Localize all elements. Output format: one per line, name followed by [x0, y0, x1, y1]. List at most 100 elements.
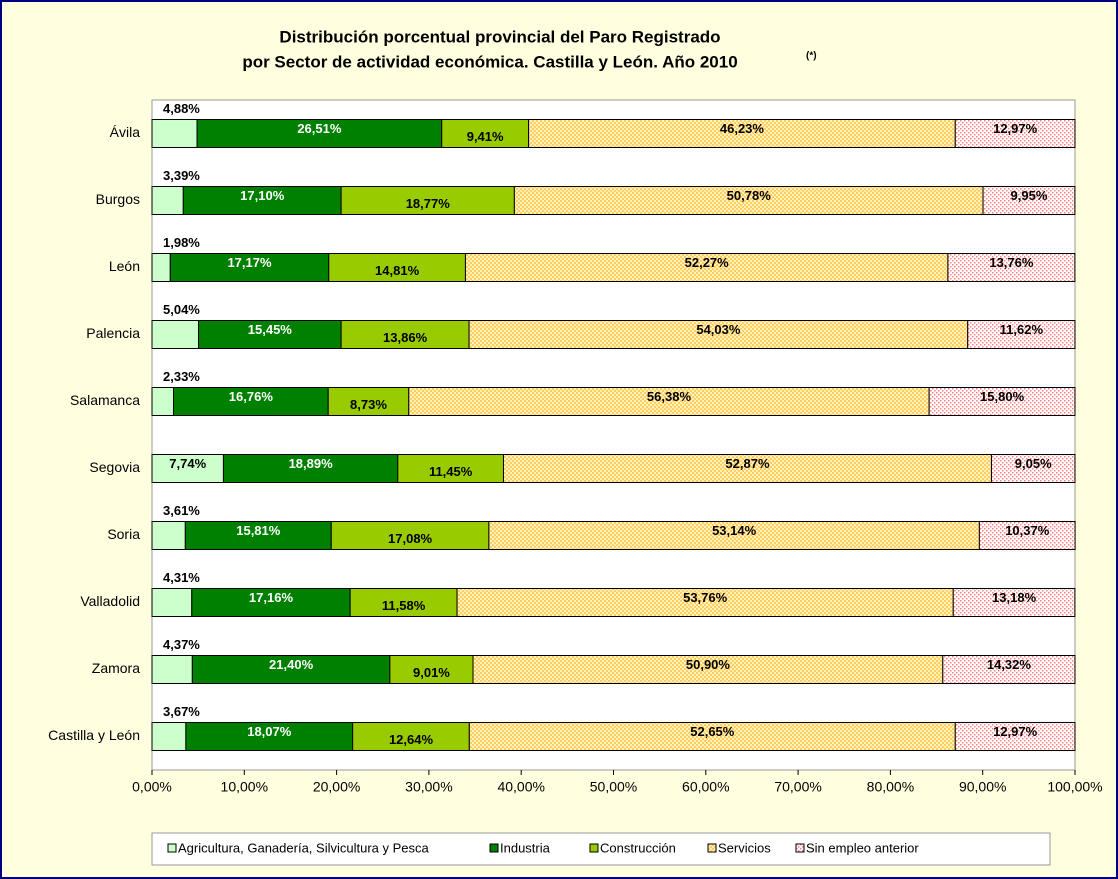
data-label: 9,01%	[413, 665, 450, 680]
bar-segment	[330, 521, 490, 550]
bar-segment	[340, 320, 470, 349]
legend-swatch	[589, 843, 599, 853]
y-tick-label: León	[109, 258, 140, 274]
bar-segment	[327, 387, 410, 416]
data-label: 52,65%	[690, 724, 735, 739]
bar-segment	[947, 253, 1076, 282]
data-label: 50,78%	[727, 188, 772, 203]
legend-label: Industria	[500, 840, 551, 855]
data-label: 16,76%	[229, 389, 274, 404]
bar-segment	[151, 521, 186, 550]
data-label: 18,89%	[289, 456, 334, 471]
x-tick-label: 70,00%	[774, 779, 821, 795]
x-tick-label: 10,00%	[221, 779, 268, 795]
data-label: 17,16%	[249, 590, 294, 605]
data-label: 17,17%	[227, 255, 272, 270]
x-tick-label: 20,00%	[313, 779, 360, 795]
bar-segment	[340, 186, 515, 215]
y-tick-label: Palencia	[86, 325, 140, 341]
data-label: 14,32%	[987, 657, 1032, 672]
data-label: 7,74%	[169, 456, 206, 471]
bar-segment	[185, 722, 354, 751]
bar-segment	[990, 454, 1076, 483]
data-label: 3,67%	[163, 704, 200, 719]
bar-segment	[191, 655, 391, 684]
data-label: 13,86%	[383, 330, 428, 345]
data-label: 5,04%	[163, 302, 200, 317]
x-tick-label: 40,00%	[497, 779, 544, 795]
bar-segment	[151, 454, 224, 483]
x-tick-label: 0,00%	[132, 779, 172, 795]
data-label: 11,62%	[1000, 322, 1044, 337]
data-label: 21,40%	[269, 657, 314, 672]
bar-segment	[222, 454, 399, 483]
data-label: 2,33%	[163, 369, 200, 384]
y-tick-label: Castilla y León	[48, 727, 140, 743]
x-tick-label: 60,00%	[682, 779, 729, 795]
bar-segment	[942, 655, 1076, 684]
data-label: 54,03%	[696, 322, 741, 337]
bar-segment	[488, 521, 980, 550]
y-tick-label: Salamanca	[70, 392, 140, 408]
bar-segment	[151, 186, 184, 215]
data-label: 11,58%	[382, 598, 426, 613]
data-label: 10,37%	[1005, 523, 1050, 538]
bar-segment	[352, 722, 470, 751]
bar-segment	[151, 722, 187, 751]
bar-segment	[952, 588, 1076, 617]
bar-segment	[468, 722, 956, 751]
bar-segment	[464, 253, 949, 282]
data-label: 17,08%	[388, 531, 433, 546]
data-label: 4,88%	[163, 101, 200, 116]
bar-segment	[151, 588, 193, 617]
bar-segment	[151, 119, 198, 148]
data-label: 18,77%	[406, 196, 451, 211]
bar-segment	[954, 119, 1076, 148]
data-label: 53,76%	[683, 590, 728, 605]
bar-segment	[978, 521, 1076, 550]
data-label: 8,73%	[350, 397, 387, 412]
legend-swatch	[707, 843, 717, 853]
data-label: 3,61%	[163, 503, 200, 518]
data-label: 12,97%	[993, 724, 1038, 739]
data-label: 17,10%	[240, 188, 285, 203]
bar-segment	[196, 119, 443, 148]
bar-segment	[397, 454, 504, 483]
y-tick-label: Soria	[107, 526, 140, 542]
title-note: (*)	[806, 51, 817, 62]
x-tick-label: 50,00%	[590, 779, 637, 795]
bar-segment	[389, 655, 474, 684]
bar-segment	[954, 722, 1076, 751]
data-label: 52,27%	[685, 255, 730, 270]
bar-segment	[441, 119, 530, 148]
data-label: 53,14%	[712, 523, 757, 538]
data-label: 18,07%	[247, 724, 292, 739]
legend-label: Servicios	[718, 840, 771, 855]
bar-segment	[169, 253, 330, 282]
data-label: 26,51%	[297, 121, 342, 136]
bar-segment	[408, 387, 930, 416]
data-label: 9,05%	[1015, 456, 1052, 471]
bar-segment	[967, 320, 1076, 349]
data-label: 14,81%	[375, 263, 420, 278]
bar-segment	[456, 588, 954, 617]
bar-segment	[468, 320, 969, 349]
bar-segment	[198, 320, 342, 349]
legend-label: Agricultura, Ganadería, Silvicultura y P…	[178, 840, 429, 855]
data-label: 9,95%	[1011, 188, 1048, 203]
data-label: 52,87%	[725, 456, 770, 471]
data-label: 3,39%	[163, 168, 200, 183]
data-label: 15,45%	[248, 322, 293, 337]
data-label: 50,90%	[686, 657, 731, 672]
chart-title: Distribución porcentual provincial del P…	[279, 27, 720, 46]
legend-label: Construcción	[600, 840, 676, 855]
bar-segment	[151, 320, 200, 349]
y-tick-label: Ávila	[110, 124, 141, 140]
legend	[151, 832, 1051, 866]
data-label: 12,97%	[993, 121, 1038, 136]
data-label: 15,80%	[980, 389, 1025, 404]
bar-segment	[191, 588, 351, 617]
data-label: 4,37%	[163, 637, 200, 652]
bar-segment	[328, 253, 466, 282]
